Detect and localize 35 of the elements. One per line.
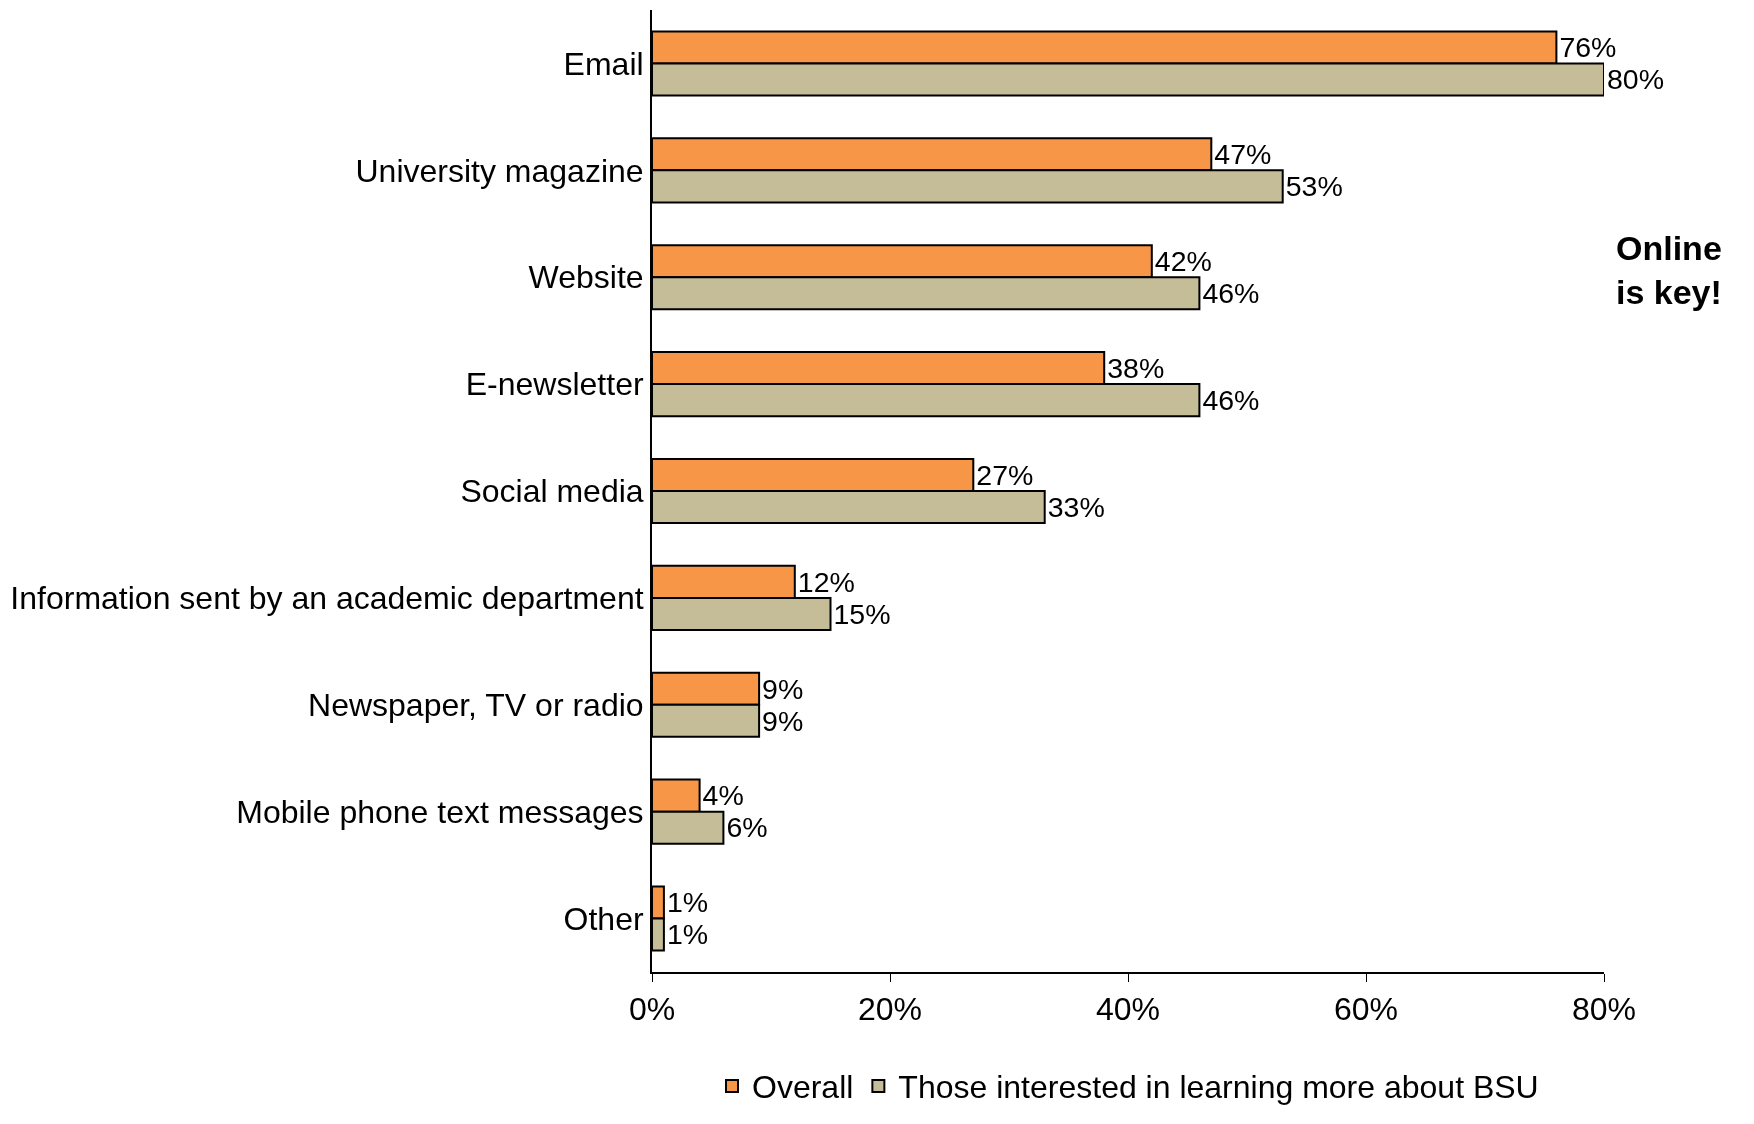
data-label: 47%	[1214, 138, 1272, 171]
y-tick-label: Other	[563, 900, 644, 937]
data-label: 46%	[1202, 277, 1260, 310]
y-tick-label: University magazine	[355, 152, 644, 189]
data-label: 46%	[1202, 383, 1260, 416]
data-label: 80%	[1607, 63, 1665, 96]
data-label: 9%	[762, 672, 804, 705]
y-tick-label: Newspaper, TV or radio	[308, 686, 644, 723]
legend-label: Overall	[752, 1069, 854, 1106]
data-label: 4%	[702, 779, 744, 812]
x-tick-label: 20%	[857, 991, 923, 1028]
data-label: 12%	[797, 565, 855, 598]
text: Online is key!	[1616, 229, 1722, 312]
y-tick-label: Mobile phone text messages	[236, 793, 644, 830]
data-label: 6%	[726, 811, 768, 844]
data-label: 42%	[1154, 244, 1212, 277]
data-label: 15%	[833, 597, 891, 630]
data-label: 38%	[1107, 351, 1165, 384]
data-label: 1%	[666, 918, 709, 951]
data-label: 53%	[1285, 170, 1343, 203]
y-tick-label: E-newsletter	[465, 366, 644, 403]
y-tick-label: Social media	[460, 473, 644, 510]
data-label: 76%	[1559, 31, 1617, 64]
data-label: 27%	[976, 458, 1034, 491]
x-tick-label: 80%	[1571, 991, 1637, 1028]
data-label: 9%	[762, 704, 804, 737]
y-tick-label: Email	[563, 45, 644, 82]
data-label: 33%	[1047, 490, 1105, 523]
x-tick-label: 40%	[1095, 991, 1161, 1028]
y-tick-label: Website	[528, 259, 644, 296]
legend-label: Those interested in learning more about BSU	[898, 1069, 1539, 1106]
data-label: 1%	[666, 886, 709, 919]
x-tick-label: 0%	[628, 991, 676, 1028]
x-tick-label: 60%	[1333, 991, 1399, 1028]
y-tick-label: Information sent by an academic department	[10, 580, 644, 617]
